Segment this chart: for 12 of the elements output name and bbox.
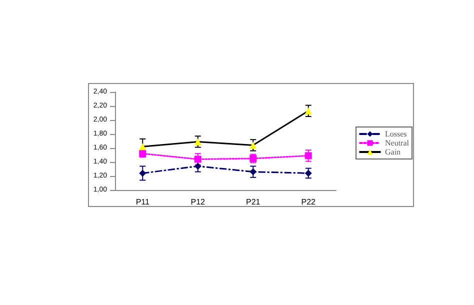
x-tick-label: P11 [136, 198, 150, 206]
point [194, 156, 202, 163]
x-tick-label: P21 [246, 198, 261, 206]
point [250, 168, 257, 176]
point [304, 170, 312, 177]
legend-label: Losses [385, 130, 407, 138]
point [139, 170, 146, 177]
point [304, 152, 312, 160]
legend-label: Neutral [385, 138, 410, 148]
x-tick-label: P12 [190, 198, 206, 206]
x-tick-label: P22 [301, 198, 316, 206]
legend-label: Gain [385, 148, 401, 156]
